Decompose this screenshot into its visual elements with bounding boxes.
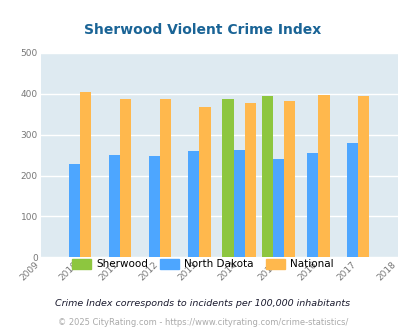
Bar — [318, 95, 329, 257]
Bar — [262, 96, 273, 257]
Bar — [273, 159, 283, 257]
Bar — [346, 143, 357, 257]
Bar — [222, 99, 233, 257]
Bar — [244, 103, 255, 257]
Legend: Sherwood, North Dakota, National: Sherwood, North Dakota, National — [68, 255, 337, 274]
Bar — [199, 107, 210, 257]
Bar — [120, 99, 131, 257]
Bar — [69, 164, 80, 257]
Bar — [159, 99, 171, 257]
Bar — [80, 92, 91, 257]
Text: Crime Index corresponds to incidents per 100,000 inhabitants: Crime Index corresponds to incidents per… — [55, 299, 350, 308]
Bar — [188, 151, 199, 257]
Bar — [284, 101, 295, 257]
Text: Sherwood Violent Crime Index: Sherwood Violent Crime Index — [84, 23, 321, 37]
Bar — [109, 155, 120, 257]
Bar — [357, 96, 369, 257]
Text: © 2025 CityRating.com - https://www.cityrating.com/crime-statistics/: © 2025 CityRating.com - https://www.city… — [58, 318, 347, 327]
Bar — [233, 150, 244, 257]
Bar — [307, 153, 318, 257]
Bar — [148, 156, 159, 257]
